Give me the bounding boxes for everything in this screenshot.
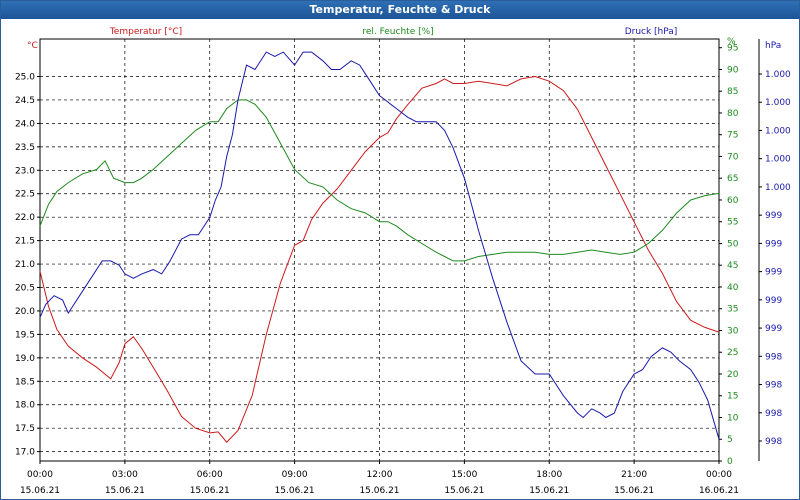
hum-tick-label-19: 95 (727, 44, 738, 54)
hum-tick-label-3: 15 (727, 392, 738, 402)
temp-tick-label-4: 19.0 (15, 354, 35, 364)
series (39, 51, 720, 443)
temp-tick-label-16: 25.0 (15, 73, 35, 83)
hum-tick-label-6: 30 (727, 326, 739, 336)
pres-axis-unit: hPa (765, 41, 781, 51)
x-tick-date-0: 15.06.21 (20, 486, 60, 496)
x-tick-time-7: 21:00 (621, 470, 647, 480)
x-tick-time-0: 00:00 (27, 470, 53, 480)
pres-tick-label-12: 1.000 (765, 98, 791, 108)
hum-tick-label-12: 60 (727, 196, 739, 206)
temp-tick-label-6: 20.0 (15, 307, 35, 317)
temp-tick-label-11: 22.5 (15, 190, 35, 200)
temp-tick-label-8: 21.0 (15, 260, 35, 270)
x-tick-time-2: 06:00 (197, 470, 223, 480)
pres-axis-label: Druck [hPa] (625, 27, 678, 37)
hum-tick-label-11: 55 (727, 218, 738, 228)
pres-tick-label-4: 999 (765, 324, 782, 334)
temp-tick-label-15: 24.5 (15, 96, 35, 106)
hum-tick-label-10: 50 (727, 239, 739, 249)
temp-tick-label-3: 18.5 (15, 377, 35, 387)
axes: 17.0 17.5 18.0 18.5 19.0 19.5 20.0 20.5 21.0 21.5… (15, 27, 791, 496)
pres-tick-label-2: 998 (765, 381, 782, 391)
x-tick-time-4: 12:00 (367, 470, 393, 480)
hum-tick-label-15: 75 (727, 131, 738, 141)
hum-tick-label-13: 65 (727, 174, 738, 184)
temp-tick-label-14: 24.0 (15, 119, 35, 129)
chart-title: Temperatur, Feuchte & Druck (1, 1, 799, 19)
x-tick-date-5: 15.06.21 (444, 486, 484, 496)
x-tick-date-6: 15.06.21 (529, 486, 569, 496)
temp-tick-label-12: 23.0 (15, 166, 35, 176)
series-line-temperature (39, 75, 720, 443)
hum-tick-label-2: 10 (727, 413, 739, 423)
series-line-pressure (39, 51, 720, 440)
grid (39, 38, 720, 462)
hum-tick-label-20: % (727, 37, 736, 47)
pres-tick-label-7: 999 (765, 239, 782, 249)
pres-tick-label-10: 1.000 (765, 155, 791, 165)
hum-tick-label-14: 70 (727, 152, 739, 162)
hum-tick-label-4: 20 (727, 370, 739, 380)
hum-tick-label-1: 5 (727, 435, 733, 445)
pres-tick-label-13: 1.000 (765, 70, 791, 80)
temp-axis-label: Temperatur [°C] (109, 27, 182, 37)
series-line-humidity (39, 99, 720, 262)
pres-tick-label-6: 999 (765, 268, 782, 278)
hum-tick-label-5: 25 (727, 348, 738, 358)
x-tick-time-5: 15:00 (451, 470, 477, 480)
pres-tick-label-11: 1.000 (765, 126, 791, 136)
temp-axis-unit: °C (27, 41, 38, 51)
x-tick-date-4: 15.06.21 (359, 486, 399, 496)
x-tick-time-6: 18:00 (536, 470, 562, 480)
hum-tick-label-7: 35 (727, 305, 738, 315)
temp-tick-label-0: 17.0 (15, 448, 35, 458)
pres-tick-label-0: 998 (765, 437, 782, 447)
temp-tick-label-2: 18.0 (15, 401, 35, 411)
temp-tick-label-10: 22.0 (15, 213, 35, 223)
hum-tick-label-17: 85 (727, 87, 738, 97)
x-tick-date-8: 16.06.21 (699, 486, 739, 496)
temp-tick-label-1: 17.5 (15, 424, 35, 434)
temp-tick-label-13: 23.5 (15, 143, 35, 153)
pres-tick-label-5: 999 (765, 296, 782, 306)
x-tick-date-1: 15.06.21 (105, 486, 145, 496)
pres-tick-label-3: 998 (765, 352, 782, 362)
x-tick-date-3: 15.06.21 (275, 486, 315, 496)
temp-tick-label-7: 20.5 (15, 284, 35, 294)
x-tick-time-1: 03:00 (112, 470, 138, 480)
x-tick-time-8: 00:00 (706, 470, 732, 480)
x-tick-date-2: 15.06.21 (190, 486, 230, 496)
hum-tick-label-16: 80 (727, 109, 739, 119)
temp-tick-label-5: 19.5 (15, 330, 35, 340)
pres-tick-label-9: 1.000 (765, 183, 791, 193)
temp-tick-label-9: 21.5 (15, 237, 35, 247)
pres-tick-label-1: 998 (765, 409, 782, 419)
hum-tick-label-8: 40 (727, 283, 739, 293)
hum-axis-label: rel. Feuchte [%] (362, 27, 433, 37)
x-tick-date-7: 15.06.21 (614, 486, 654, 496)
hum-tick-label-0: 0 (727, 457, 733, 467)
hum-tick-label-18: 90 (727, 65, 739, 75)
pres-tick-label-8: 999 (765, 211, 782, 221)
x-tick-time-3: 09:00 (282, 470, 308, 480)
hum-tick-label-9: 45 (727, 261, 738, 271)
